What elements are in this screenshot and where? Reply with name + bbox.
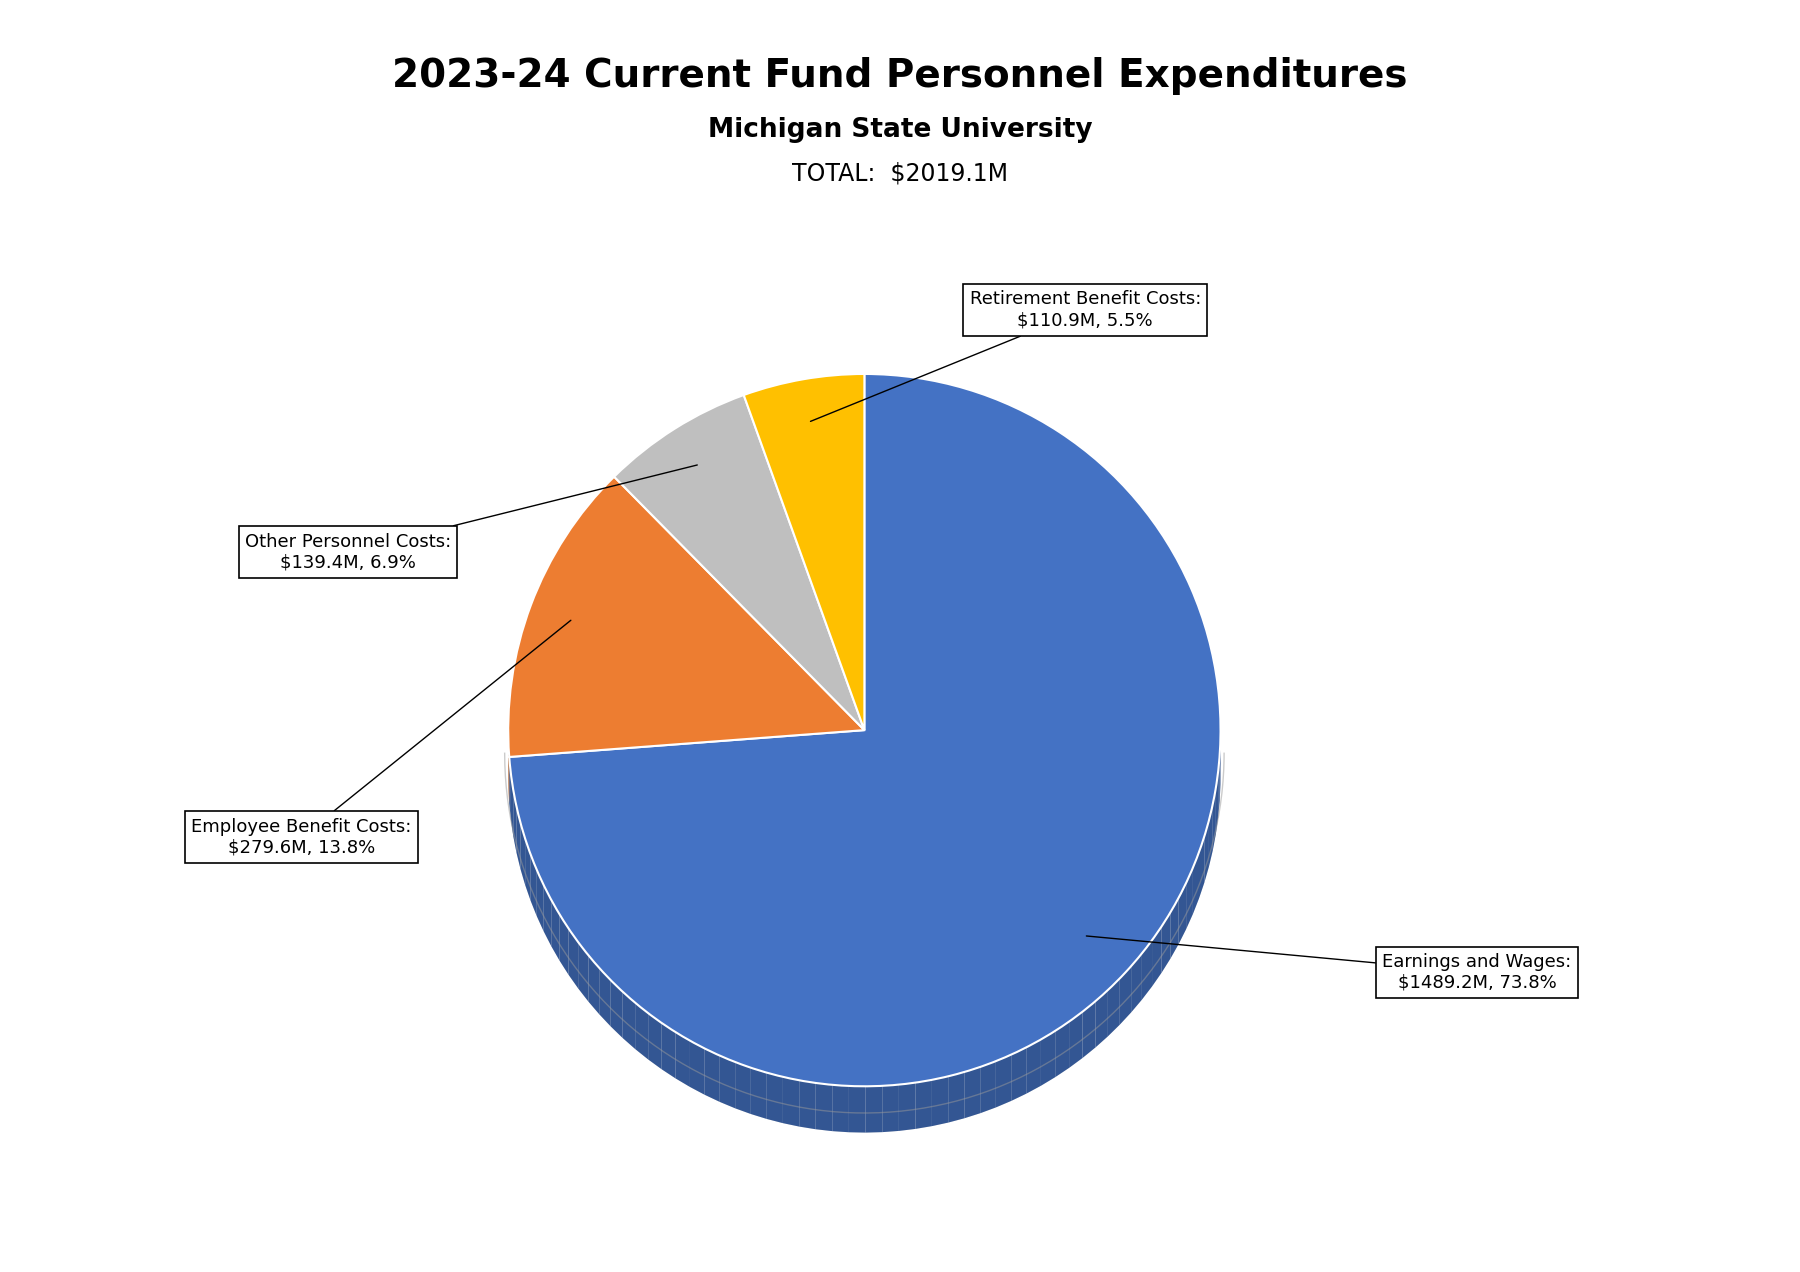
Polygon shape	[965, 1067, 981, 1118]
Polygon shape	[544, 885, 551, 946]
Polygon shape	[551, 899, 560, 960]
Polygon shape	[932, 1076, 949, 1126]
Polygon shape	[1204, 820, 1210, 883]
Polygon shape	[882, 1085, 898, 1132]
Text: Other Personnel Costs:
$139.4M, 6.9%: Other Personnel Costs: $139.4M, 6.9%	[245, 466, 697, 571]
Text: TOTAL:  $2019.1M: TOTAL: $2019.1M	[792, 162, 1008, 186]
Wedge shape	[508, 477, 864, 757]
Polygon shape	[560, 915, 569, 974]
Polygon shape	[689, 1040, 704, 1095]
Polygon shape	[783, 1077, 799, 1127]
Polygon shape	[1213, 787, 1215, 851]
Polygon shape	[1012, 1047, 1026, 1100]
Polygon shape	[531, 855, 536, 916]
Polygon shape	[995, 1054, 1012, 1108]
Polygon shape	[866, 1086, 882, 1132]
Polygon shape	[635, 1002, 648, 1060]
Polygon shape	[520, 823, 526, 885]
Polygon shape	[517, 806, 520, 869]
Polygon shape	[1210, 804, 1213, 866]
Polygon shape	[599, 968, 610, 1027]
Polygon shape	[1026, 1039, 1040, 1094]
Wedge shape	[743, 374, 864, 730]
Polygon shape	[589, 955, 599, 1014]
Polygon shape	[898, 1082, 916, 1131]
Polygon shape	[1186, 868, 1193, 929]
Polygon shape	[1082, 1001, 1096, 1058]
Polygon shape	[1161, 912, 1170, 973]
Polygon shape	[675, 1032, 689, 1088]
Polygon shape	[751, 1067, 767, 1119]
Polygon shape	[1069, 1011, 1082, 1068]
Polygon shape	[1130, 954, 1141, 1013]
Polygon shape	[1179, 883, 1186, 944]
Polygon shape	[704, 1048, 720, 1102]
Polygon shape	[513, 790, 517, 852]
Polygon shape	[1152, 926, 1161, 986]
Polygon shape	[1193, 852, 1199, 915]
Polygon shape	[734, 1062, 751, 1114]
Text: Employee Benefit Costs:
$279.6M, 13.8%: Employee Benefit Costs: $279.6M, 13.8%	[191, 621, 571, 856]
Polygon shape	[1215, 771, 1219, 834]
Polygon shape	[1040, 1030, 1055, 1086]
Polygon shape	[949, 1072, 965, 1123]
Wedge shape	[509, 374, 1220, 1086]
Polygon shape	[1141, 940, 1152, 1000]
Polygon shape	[799, 1080, 815, 1130]
Polygon shape	[815, 1082, 832, 1131]
Polygon shape	[850, 1086, 866, 1132]
Polygon shape	[610, 981, 623, 1038]
Polygon shape	[508, 730, 1220, 1132]
Polygon shape	[916, 1080, 932, 1130]
Polygon shape	[1096, 990, 1107, 1047]
Polygon shape	[648, 1014, 662, 1070]
Polygon shape	[511, 773, 513, 837]
Polygon shape	[1199, 836, 1204, 898]
Polygon shape	[623, 992, 635, 1049]
Polygon shape	[578, 943, 589, 1001]
Polygon shape	[1055, 1021, 1069, 1077]
Polygon shape	[526, 838, 531, 901]
Polygon shape	[767, 1072, 783, 1123]
Polygon shape	[536, 870, 544, 931]
Polygon shape	[720, 1056, 734, 1108]
Polygon shape	[1107, 978, 1120, 1037]
Wedge shape	[614, 396, 864, 730]
Text: Earnings and Wages:
$1489.2M, 73.8%: Earnings and Wages: $1489.2M, 73.8%	[1087, 936, 1571, 992]
Polygon shape	[832, 1085, 850, 1132]
Polygon shape	[569, 929, 578, 988]
Polygon shape	[662, 1023, 675, 1079]
Text: Michigan State University: Michigan State University	[707, 117, 1093, 142]
Text: 2023-24 Current Fund Personnel Expenditures: 2023-24 Current Fund Personnel Expenditu…	[392, 57, 1408, 95]
Text: Retirement Benefit Costs:
$110.9M, 5.5%: Retirement Benefit Costs: $110.9M, 5.5%	[810, 290, 1201, 421]
Polygon shape	[1120, 967, 1130, 1025]
Polygon shape	[1170, 898, 1179, 959]
Polygon shape	[981, 1061, 995, 1113]
